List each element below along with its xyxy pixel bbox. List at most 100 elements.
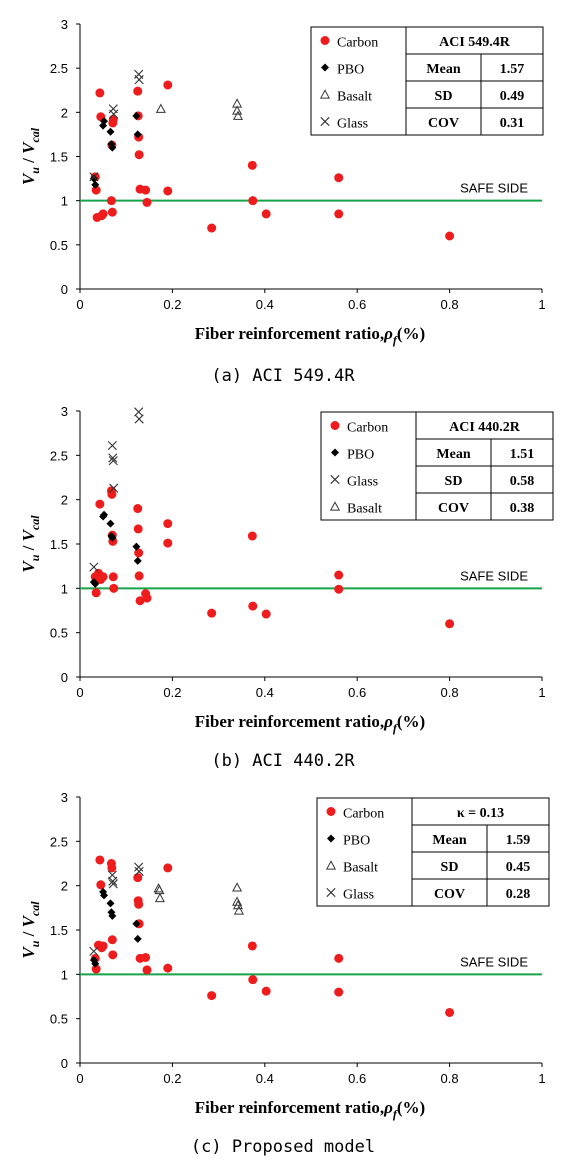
y-tick-label: 0 [61,670,68,685]
legend-label-basalt: Basalt [347,502,382,517]
data-point-glass [109,109,119,119]
data-point-carbon [207,991,217,1001]
y-tick-label: 1 [61,194,68,209]
stats-value-sd: 0.45 [506,860,531,875]
data-point-carbon [207,223,217,233]
data-point-pbo [100,510,109,519]
x-axis-label: Fiber reinforcement ratio,ρf(%) [195,712,425,735]
x-tick-label: 1 [538,1071,545,1086]
y-tick-label: 0 [61,282,68,297]
legend-marker-pbo [331,448,339,457]
stats-value-sd: 0.58 [510,474,535,489]
y-tick-label: 2 [61,105,68,120]
data-point-carbon [135,596,145,606]
legend-marker-carbon [326,807,336,816]
x-tick-label: 0.8 [441,297,459,312]
data-point-carbon [163,186,173,196]
x-tick-label: 0.2 [163,297,181,312]
data-point-carbon [107,489,117,499]
x-tick-label: 0.8 [441,1071,459,1086]
data-point-pbo [133,556,142,565]
y-tick-label: 1 [61,967,68,982]
data-point-carbon [141,185,151,195]
stats-label-sd: SD [445,474,463,489]
data-point-glass [134,407,144,417]
data-point-basalt [232,896,243,906]
data-point-carbon [334,570,344,580]
data-point-carbon [163,963,173,973]
y-tick-label: 1.5 [50,537,68,552]
data-point-carbon [142,593,152,603]
data-point-carbon [163,80,173,90]
data-point-carbon [163,863,173,873]
x-tick-label: 1 [538,685,545,700]
y-tick-label: 3 [61,790,68,805]
legend-label-pbo: PBO [343,834,370,849]
safe-side-label: SAFE SIDE [460,181,528,196]
data-point-pbo [133,934,142,943]
data-point-carbon [142,197,152,207]
x-tick-label: 0.6 [348,1071,366,1086]
data-point-pbo [108,533,117,542]
data-point-carbon [248,975,258,985]
stats-label-mean: Mean [432,833,466,848]
y-tick-label: 0 [61,1056,68,1071]
data-point-glass [108,876,118,886]
legend-label-carbon: Carbon [347,421,388,436]
data-point-pbo [106,127,115,136]
data-point-carbon [96,880,106,890]
data-point-pbo [106,519,115,528]
data-point-carbon [134,150,144,160]
y-axis-label: Vu / Vcal [19,127,42,185]
legend-label-basalt: Basalt [343,861,378,876]
data-point-glass [108,453,118,463]
data-point-carbon [445,231,455,241]
x-tick-label: 0.4 [256,685,274,700]
x-tick-label: 0 [76,1071,83,1086]
data-point-pbo [106,899,115,908]
data-point-carbon [334,584,344,594]
data-point-basalt [154,884,165,895]
data-point-pbo [132,111,141,120]
stats-value-mean: 1.59 [506,833,531,848]
panel-caption: (a) ACI 549.4R [211,366,355,386]
data-point-pbo [133,130,142,139]
data-point-carbon [133,86,143,96]
data-point-carbon [91,588,101,598]
x-tick-label: 0.6 [348,297,366,312]
data-point-basalt [233,905,244,915]
stats-label-sd: SD [441,860,459,875]
stats-value-cov: 0.38 [510,501,535,516]
data-point-pbo [132,542,141,551]
data-point-carbon [334,209,344,219]
x-tick-label: 0.4 [256,297,274,312]
x-axis-label: Fiber reinforcement ratio,ρf(%) [195,1098,425,1121]
chart-panel: 0 0.5 1 1.5 2 2.5 3 0 0.2 0.4 0.6 0.8 1 SAFE SIDE Vu /… [19,17,546,386]
data-point-carbon [98,941,108,951]
x-tick-label: 0 [76,685,83,700]
data-point-carbon [247,941,257,951]
data-point-glass [134,862,144,872]
data-point-carbon [134,571,144,581]
y-axis-label: Vu / Vcal [19,901,42,959]
y-tick-label: 1.5 [50,923,68,938]
x-tick-label: 0.4 [256,1071,274,1086]
stats-label-cov: COV [434,887,465,902]
legend-marker-glass [330,474,340,485]
y-axis-label: Vu / Vcal [19,515,42,573]
data-point-carbon [445,619,455,629]
data-point-carbon [95,88,105,98]
legend-marker-basalt [319,89,331,99]
y-tick-label: 2.5 [50,61,68,76]
data-point-basalt [155,103,166,113]
y-tick-label: 0.5 [50,626,68,641]
data-point-carbon [334,173,344,183]
data-point-glass [108,879,118,889]
data-point-carbon [106,196,116,206]
stats-label-mean: Mean [436,447,470,462]
data-point-carbon [261,209,271,219]
x-tick-label: 0 [76,297,83,312]
data-point-carbon [261,609,271,619]
data-point-glass [89,946,99,956]
